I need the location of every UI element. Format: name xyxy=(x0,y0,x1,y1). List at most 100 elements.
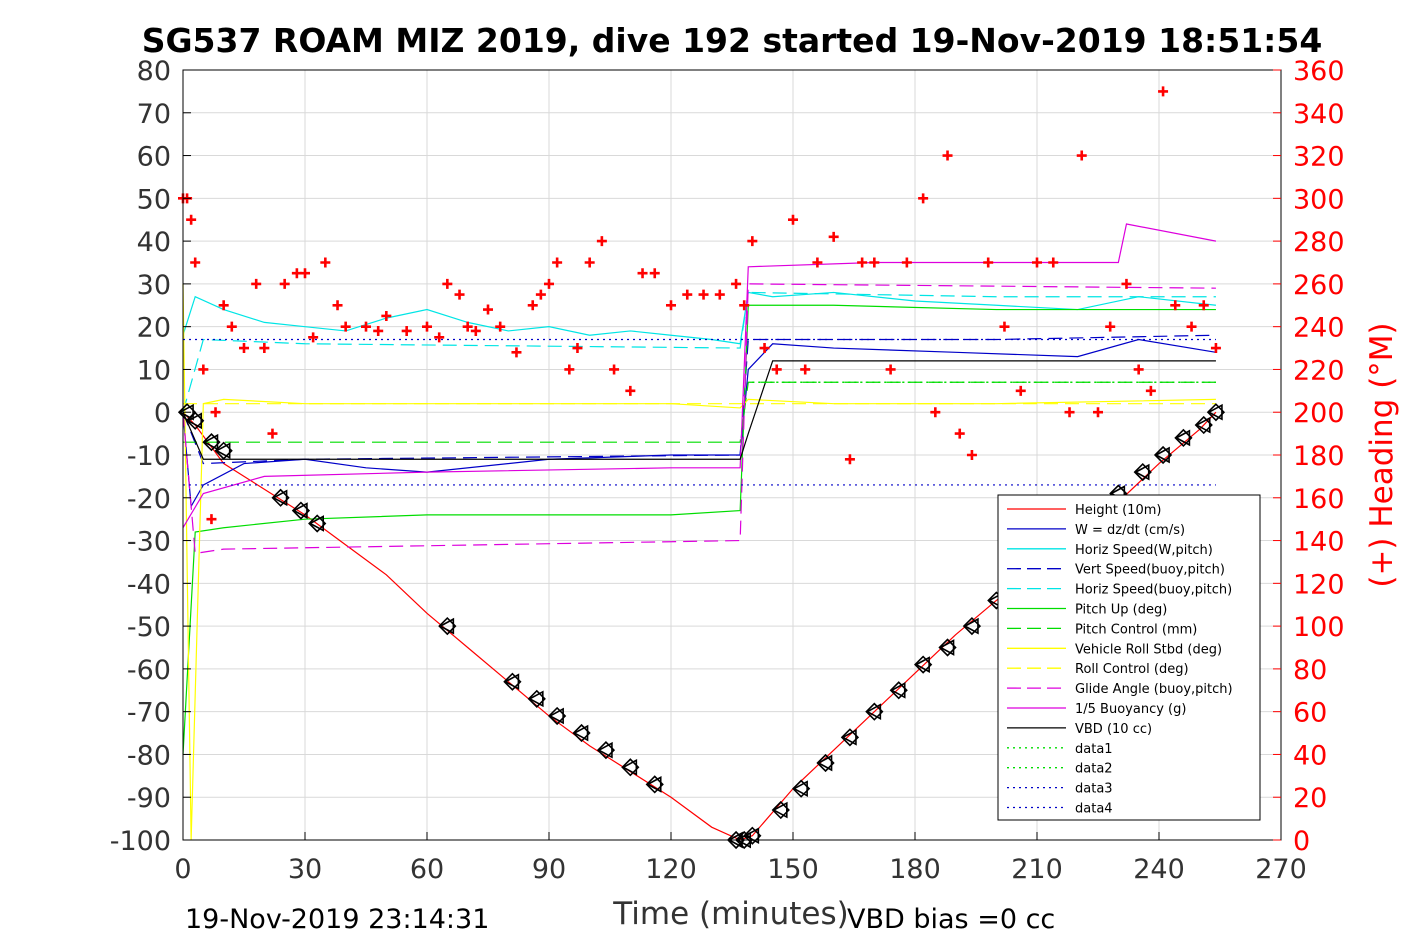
height-diamond-marker xyxy=(771,800,790,820)
legend-label-horiz-speed-buoy-pitch: Horiz Speed(buoy,pitch) xyxy=(1075,583,1232,598)
height-triangle-marker xyxy=(438,617,455,635)
heading-point xyxy=(454,289,465,300)
heading-point xyxy=(800,364,811,375)
heading-point xyxy=(901,257,912,268)
heading-point xyxy=(470,325,481,336)
height-triangle-marker xyxy=(528,690,544,708)
y-tick-label: -100 xyxy=(110,826,171,857)
heading-point xyxy=(942,150,953,161)
heading-point xyxy=(1105,321,1116,332)
height-diamond-marker xyxy=(840,728,860,747)
heading-point xyxy=(1170,300,1181,311)
plot-series xyxy=(177,86,1226,850)
heading-point xyxy=(584,257,595,268)
height-diamond-marker xyxy=(214,441,233,460)
legend-label-pitch-up-deg: Pitch Up (deg) xyxy=(1075,603,1167,618)
x-tick-label: 90 xyxy=(532,854,566,885)
heading-point xyxy=(844,454,855,465)
x-tick-label: 270 xyxy=(1255,854,1307,885)
height-diamond-marker xyxy=(186,411,205,430)
y-tick-label: 30 xyxy=(137,270,171,301)
heading-point xyxy=(1133,364,1144,375)
height-triangle-marker xyxy=(743,827,760,845)
heading-point xyxy=(682,289,693,300)
heading-point xyxy=(373,325,384,336)
y-tick-label: 10 xyxy=(137,355,171,386)
heading-point xyxy=(462,321,473,332)
legend-label-vert-speed-buoy-pitch: Vert Speed(buoy,pitch) xyxy=(1075,563,1225,578)
y-tick-label: -20 xyxy=(127,484,171,515)
height-triangle-marker xyxy=(1195,416,1211,434)
height-triangle-marker xyxy=(646,776,662,793)
right-tick-label: 280 xyxy=(1293,227,1345,258)
height-diamond-marker xyxy=(291,501,311,520)
height-diamond-marker xyxy=(1174,428,1193,448)
right-tick-label: 220 xyxy=(1293,355,1345,386)
x-tick-label: 30 xyxy=(288,854,322,885)
footer-vbd-bias: VBD bias =0 cc xyxy=(847,904,1055,935)
y-tick-label: 0 xyxy=(154,398,171,429)
height-diamond-marker xyxy=(438,616,457,636)
heading-point xyxy=(552,257,563,268)
height-triangle-marker xyxy=(938,639,955,656)
legend-label-data2: data2 xyxy=(1075,762,1113,777)
height-triangle-marker xyxy=(890,681,906,699)
height-triangle-marker xyxy=(816,754,833,772)
height-triangle-marker xyxy=(865,703,882,721)
heading-point xyxy=(544,278,554,289)
x-tick-label: 0 xyxy=(174,854,191,885)
heading-point xyxy=(259,343,270,354)
height-triangle-marker xyxy=(308,515,324,532)
right-tick-label: 340 xyxy=(1293,99,1345,130)
heading-point xyxy=(1048,257,1059,268)
heading-point xyxy=(625,385,636,396)
heading-point xyxy=(788,214,798,225)
legend-label-vehicle-roll-stbd-deg: Vehicle Roll Stbd (deg) xyxy=(1075,642,1222,657)
y-tick-label: -80 xyxy=(127,740,171,771)
height-diamond-marker xyxy=(914,655,933,674)
height-diamond-marker xyxy=(548,706,567,726)
heading-point xyxy=(361,321,371,332)
right-tick-label: 80 xyxy=(1293,655,1327,686)
legend-label-glide-angle-buoy-pitch: Glide Angle (buoy,pitch) xyxy=(1075,682,1233,697)
series-horiz-speed-buoy-pitch xyxy=(182,291,1216,413)
heading-point xyxy=(999,321,1010,332)
height-triangle-marker xyxy=(178,403,194,421)
height-diamond-marker xyxy=(865,702,884,721)
height-diamond-marker xyxy=(743,826,762,845)
heading-point xyxy=(759,343,770,354)
legend-label-roll-control-deg: Roll Control (deg) xyxy=(1075,662,1189,677)
x-tick-label: 240 xyxy=(1133,854,1185,885)
height-triangle-marker xyxy=(1134,463,1150,481)
chart-title: SG537 ROAM MIZ 2019, dive 192 started 19… xyxy=(142,21,1323,60)
x-tick-label: 150 xyxy=(767,854,819,885)
heading-point xyxy=(198,364,209,375)
heading-point xyxy=(649,268,660,279)
height-triangle-marker xyxy=(1174,429,1191,447)
y-tick-label: 50 xyxy=(137,184,171,215)
height-diamond-marker xyxy=(202,433,221,452)
height-triangle-marker xyxy=(1207,403,1223,421)
height-diamond-marker xyxy=(271,488,290,507)
right-tick-label: 0 xyxy=(1293,826,1310,857)
heading-point xyxy=(966,450,977,460)
series-vbd-10-cc xyxy=(182,360,1216,460)
height-diamond-marker xyxy=(792,779,811,798)
right-tick-label: 140 xyxy=(1293,527,1345,558)
heading-point xyxy=(731,278,742,289)
legend-label-height-10m: Height (10m) xyxy=(1075,503,1161,518)
legend-label-data4: data4 xyxy=(1075,802,1113,817)
series-w-dz-dt-cm-s xyxy=(182,338,1217,509)
y-tick-label: -50 xyxy=(127,612,171,643)
heading-point xyxy=(511,347,522,358)
height-diamond-marker xyxy=(962,616,982,636)
height-triangle-marker xyxy=(914,656,930,673)
legend-label-1-5-buoyancy-g: 1/5 Buoyancy (g) xyxy=(1075,702,1186,717)
height-triangle-marker xyxy=(597,741,613,759)
heading-point xyxy=(300,268,310,279)
height-diamond-marker xyxy=(938,638,957,657)
height-diamond-marker xyxy=(1133,462,1152,482)
height-diamond-marker xyxy=(889,681,908,700)
series-glide-angle-buoy-pitch xyxy=(182,283,1216,555)
